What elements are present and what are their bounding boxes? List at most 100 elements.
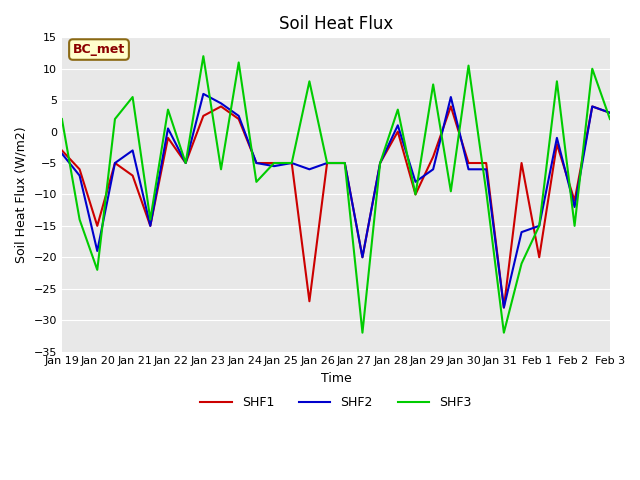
- SHF2: [412, 179, 419, 185]
- SHF3: [606, 116, 614, 122]
- SHF1: [483, 160, 490, 166]
- SHF1: [323, 160, 331, 166]
- SHF3: [394, 107, 402, 112]
- SHF3: [447, 189, 454, 194]
- SHF2: [518, 229, 525, 235]
- SHF3: [305, 78, 313, 84]
- SHF3: [412, 192, 419, 197]
- Y-axis label: Soil Heat Flux (W/m2): Soil Heat Flux (W/m2): [15, 126, 28, 263]
- SHF2: [235, 113, 243, 119]
- SHF3: [200, 53, 207, 59]
- SHF3: [235, 60, 243, 65]
- SHF2: [500, 305, 508, 311]
- SHF3: [588, 66, 596, 72]
- SHF3: [58, 116, 66, 122]
- SHF1: [341, 160, 349, 166]
- SHF2: [288, 160, 296, 166]
- SHF2: [358, 254, 366, 260]
- SHF1: [253, 160, 260, 166]
- SHF2: [341, 160, 349, 166]
- SHF3: [182, 160, 189, 166]
- SHF1: [394, 129, 402, 134]
- SHF3: [164, 107, 172, 112]
- SHF1: [518, 160, 525, 166]
- SHF2: [588, 104, 596, 109]
- SHF3: [518, 261, 525, 266]
- SHF1: [588, 104, 596, 109]
- SHF3: [323, 160, 331, 166]
- SHF3: [465, 63, 472, 69]
- SHF1: [606, 110, 614, 116]
- SHF1: [358, 254, 366, 260]
- SHF1: [500, 305, 508, 311]
- SHF2: [200, 91, 207, 97]
- SHF3: [270, 160, 278, 166]
- SHF1: [147, 223, 154, 229]
- SHF1: [553, 141, 561, 147]
- Line: SHF3: SHF3: [62, 56, 610, 333]
- SHF2: [606, 110, 614, 116]
- SHF1: [288, 160, 296, 166]
- SHF1: [235, 116, 243, 122]
- SHF2: [376, 160, 384, 166]
- SHF3: [147, 216, 154, 222]
- SHF2: [394, 122, 402, 128]
- Text: BC_met: BC_met: [73, 43, 125, 56]
- SHF2: [429, 167, 437, 172]
- SHF2: [465, 167, 472, 172]
- SHF2: [323, 160, 331, 166]
- SHF3: [571, 223, 579, 229]
- SHF1: [76, 167, 83, 172]
- Legend: SHF1, SHF2, SHF3: SHF1, SHF2, SHF3: [195, 391, 476, 414]
- SHF1: [571, 198, 579, 204]
- SHF1: [305, 299, 313, 304]
- SHF3: [288, 160, 296, 166]
- SHF2: [164, 126, 172, 132]
- SHF2: [147, 223, 154, 229]
- SHF3: [111, 116, 119, 122]
- SHF2: [305, 167, 313, 172]
- SHF1: [200, 113, 207, 119]
- SHF2: [129, 147, 136, 153]
- SHF1: [93, 223, 101, 229]
- SHF3: [500, 330, 508, 336]
- SHF1: [447, 104, 454, 109]
- SHF2: [58, 151, 66, 156]
- Line: SHF2: SHF2: [62, 94, 610, 308]
- SHF2: [111, 160, 119, 166]
- SHF3: [76, 216, 83, 222]
- SHF1: [465, 160, 472, 166]
- SHF2: [447, 94, 454, 100]
- SHF3: [93, 267, 101, 273]
- SHF2: [217, 100, 225, 106]
- X-axis label: Time: Time: [321, 372, 351, 385]
- Title: Soil Heat Flux: Soil Heat Flux: [279, 15, 393, 33]
- SHF1: [182, 160, 189, 166]
- SHF2: [483, 167, 490, 172]
- SHF1: [376, 160, 384, 166]
- Line: SHF1: SHF1: [62, 107, 610, 308]
- SHF3: [217, 167, 225, 172]
- SHF2: [553, 135, 561, 141]
- SHF1: [412, 192, 419, 197]
- SHF3: [429, 82, 437, 87]
- SHF3: [553, 78, 561, 84]
- SHF1: [536, 254, 543, 260]
- SHF3: [341, 160, 349, 166]
- SHF3: [358, 330, 366, 336]
- SHF1: [111, 160, 119, 166]
- SHF1: [58, 147, 66, 153]
- SHF1: [270, 160, 278, 166]
- SHF2: [76, 173, 83, 179]
- SHF3: [253, 179, 260, 185]
- SHF1: [217, 104, 225, 109]
- SHF2: [253, 160, 260, 166]
- SHF1: [429, 154, 437, 160]
- SHF2: [93, 248, 101, 254]
- SHF2: [571, 204, 579, 210]
- SHF2: [182, 160, 189, 166]
- SHF3: [483, 189, 490, 194]
- SHF2: [536, 223, 543, 229]
- SHF3: [536, 223, 543, 229]
- SHF1: [129, 173, 136, 179]
